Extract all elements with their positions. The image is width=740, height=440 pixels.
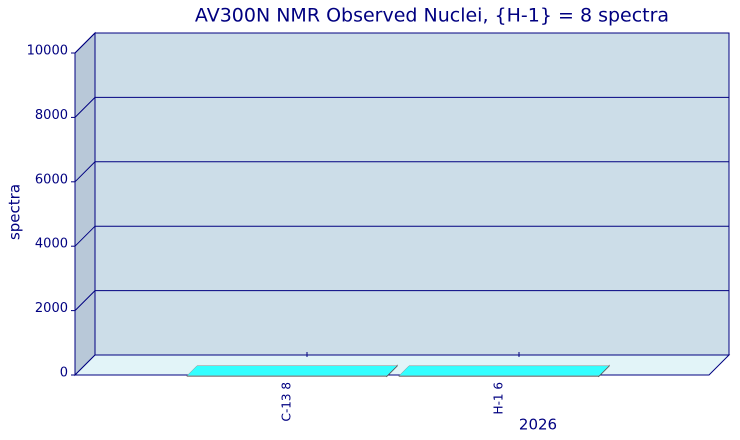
grid-line (74, 96, 729, 118)
left-wall (74, 31, 96, 377)
floor (73, 354, 731, 376)
y-axis-label: spectra (6, 184, 24, 240)
x-tick-label: C-13 8 (280, 382, 294, 421)
bar-top (186, 365, 398, 376)
y-tick-label: 8000 (35, 108, 68, 123)
x-tick-label: H-1 6 (492, 382, 506, 414)
y-tick-label: 10000 (27, 44, 68, 59)
y-tick-label: 6000 (35, 172, 68, 187)
grid-line (74, 32, 729, 54)
chart-title: AV300N NMR Observed Nuclei, {H-1} = 8 sp… (195, 5, 669, 27)
grid-line (74, 290, 729, 311)
y-tick-label: 2000 (35, 301, 68, 316)
back-wall (94, 32, 730, 356)
grid-line (74, 225, 729, 247)
y-tick-label: 0 (60, 366, 68, 381)
y-tick-label: 4000 (35, 237, 68, 252)
grid-line (74, 161, 729, 183)
x-axis-label: 2026 (519, 416, 557, 434)
bar-top (398, 365, 610, 377)
